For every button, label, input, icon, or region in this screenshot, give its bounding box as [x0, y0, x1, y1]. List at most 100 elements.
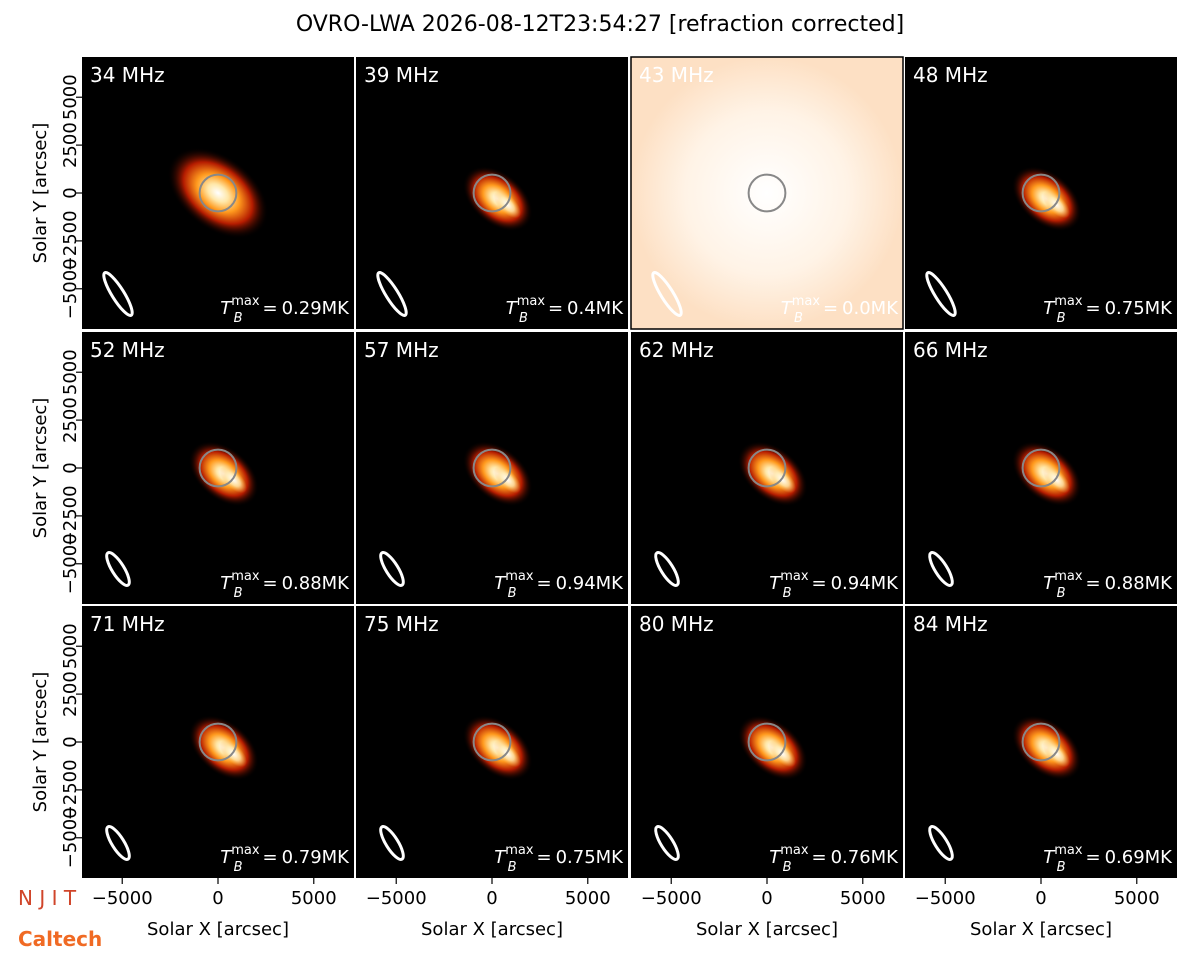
solar-disk: [472, 173, 512, 213]
y-axis-label: Solar Y [arcsec]: [30, 398, 51, 539]
beam: [105, 551, 131, 587]
y-tick-label: −2500: [60, 210, 81, 271]
tmax-part: B: [519, 311, 528, 326]
tmax-part: =: [1085, 573, 1100, 594]
y-tick-label: 2500: [60, 397, 81, 443]
panel: [82, 57, 354, 329]
panel-title: 57 MHz: [364, 338, 439, 362]
tmax-label: Tmax B = 0.69MK: [1043, 843, 1173, 875]
tmax-label: Tmax B = 0.94MK: [494, 569, 624, 601]
figure-title: OVRO-LWA 2026-08-12T23:54:27 [refraction…: [296, 12, 904, 37]
panel-title: 84 MHz: [913, 612, 988, 636]
tmax-part: =: [262, 847, 277, 868]
tmax-part: B: [1057, 311, 1066, 326]
beam: [102, 271, 134, 317]
tmax-part: 0.94MK: [556, 573, 625, 594]
x-tick-label: −5000: [641, 888, 702, 909]
solar-disk: [747, 173, 787, 213]
tmax-part: =: [262, 298, 277, 319]
x-axis-label: Solar X [arcsec]: [147, 919, 289, 940]
beam: [654, 551, 680, 587]
tmax-part: B: [508, 586, 517, 601]
panel: [631, 57, 903, 329]
panel-title: 80 MHz: [639, 612, 714, 636]
panel: [631, 606, 903, 878]
y-tick-label: 2500: [60, 122, 81, 168]
panel: [82, 606, 354, 878]
tmax-part: 0.0MK: [842, 298, 899, 319]
solar-disk: [1021, 722, 1061, 762]
y-tick-label: −2500: [60, 759, 81, 820]
tmax-part: =: [823, 298, 838, 319]
tmax-part: 0.75MK: [556, 847, 625, 868]
y-tick-label: 5000: [60, 349, 81, 395]
panel-frame: [630, 56, 904, 330]
x-axis-label: Solar X [arcsec]: [421, 919, 563, 940]
tmax-part: max: [231, 843, 260, 858]
y-axis-label: Solar Y [arcsec]: [30, 672, 51, 813]
panel-title: 43 MHz: [639, 63, 714, 87]
tmax-part: max: [231, 294, 260, 309]
logo: Caltech: [18, 927, 102, 951]
panel: [905, 57, 1177, 329]
beam: [654, 825, 680, 861]
tmax-part: B: [783, 586, 792, 601]
solar-disk: [1021, 448, 1061, 488]
y-tick-label: −5000: [60, 533, 81, 594]
tmax-part: B: [234, 586, 243, 601]
tmax-part: T: [220, 298, 233, 319]
panel-title: 48 MHz: [913, 63, 988, 87]
panel: [905, 332, 1177, 604]
x-tick-label: 5000: [840, 888, 886, 909]
beam: [925, 271, 957, 317]
tmax-part: B: [1057, 860, 1066, 875]
tmax-part: B: [508, 860, 517, 875]
tmax-part: T: [1043, 573, 1056, 594]
tmax-part: T: [1043, 298, 1056, 319]
solar-disk: [472, 448, 512, 488]
tmax-part: T: [769, 847, 782, 868]
tmax-label: Tmax B = 0.75MK: [1043, 294, 1173, 326]
tmax-label: Tmax B = 0.88MK: [1043, 569, 1173, 601]
tmax-part: max: [780, 569, 809, 584]
tmax-part: max: [505, 569, 534, 584]
beam: [379, 551, 405, 587]
y-tick-label: −5000: [60, 258, 81, 319]
tmax-part: T: [769, 573, 782, 594]
solar-disk: [747, 448, 787, 488]
panel: [631, 332, 903, 604]
solar-disk: [472, 722, 512, 762]
tmax-part: =: [1085, 298, 1100, 319]
solar-disk: [198, 448, 238, 488]
panel-title: 75 MHz: [364, 612, 439, 636]
tmax-part: max: [1054, 843, 1083, 858]
panel-title: 66 MHz: [913, 338, 988, 362]
tmax-part: 0.88MK: [1105, 573, 1174, 594]
x-tick-label: 0: [761, 888, 772, 909]
tmax-part: max: [517, 294, 546, 309]
panel-title: 34 MHz: [90, 63, 165, 87]
panel-title: 39 MHz: [364, 63, 439, 87]
tmax-part: max: [231, 569, 260, 584]
tmax-part: 0.75MK: [1105, 298, 1174, 319]
beam: [651, 271, 683, 317]
solar-disk: [1021, 173, 1061, 213]
y-tick-label: 0: [60, 187, 81, 198]
beam: [928, 551, 954, 587]
panel-title: 52 MHz: [90, 338, 165, 362]
x-tick-label: 0: [486, 888, 497, 909]
tmax-part: max: [1054, 569, 1083, 584]
tmax-label: Tmax B = 0.76MK: [769, 843, 899, 875]
y-tick-label: 5000: [60, 74, 81, 120]
x-tick-label: −5000: [92, 888, 153, 909]
beam: [376, 271, 408, 317]
x-tick-label: −5000: [366, 888, 427, 909]
tmax-part: =: [811, 573, 826, 594]
y-tick-label: 5000: [60, 623, 81, 669]
tmax-part: B: [234, 860, 243, 875]
panel: [82, 332, 354, 604]
tmax-part: 0.88MK: [282, 573, 351, 594]
y-tick-label: 0: [60, 736, 81, 747]
x-axis-label: Solar X [arcsec]: [970, 919, 1112, 940]
